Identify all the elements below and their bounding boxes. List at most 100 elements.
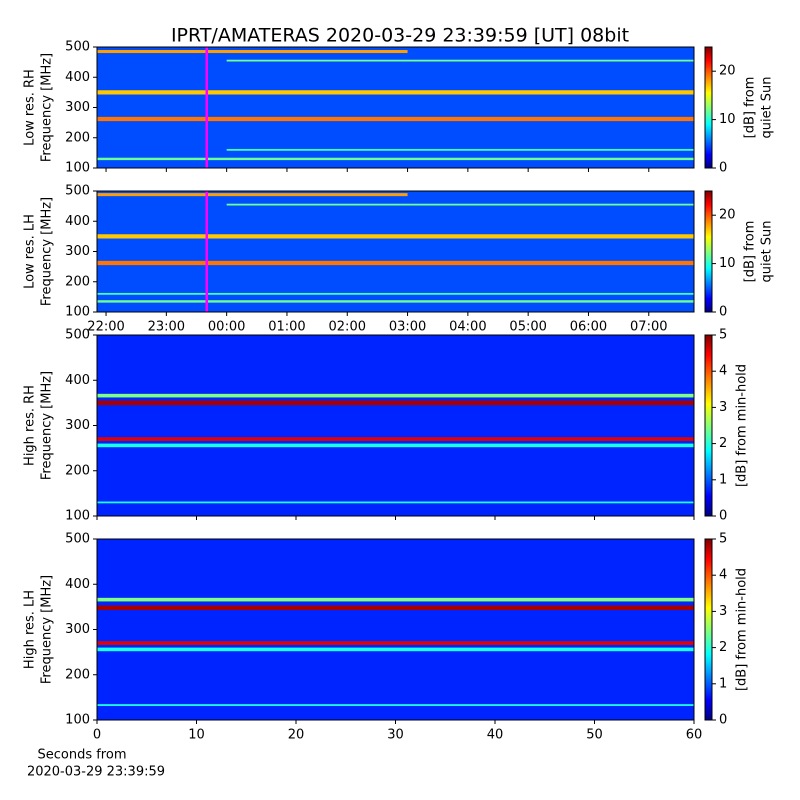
y-tick-label: 500: [65, 532, 90, 547]
colorbar: [704, 46, 713, 169]
band: [97, 393, 694, 398]
y-tick-label: 500: [65, 184, 90, 199]
y-axis-label: Frequency [MHz]: [40, 575, 55, 684]
y-tick-label: 200: [65, 667, 90, 682]
band: [97, 90, 694, 95]
chart-title: IPRT/AMATERAS 2020-03-29 23:39:59 [UT] 0…: [171, 25, 629, 47]
y-tick-label: 400: [65, 373, 90, 388]
colorbar-tick-label: 1: [719, 472, 727, 487]
x-tick-label: 0: [93, 728, 101, 743]
colorbar-label: [dB] from: [743, 77, 758, 139]
band: [226, 59, 694, 62]
x-tick-label: 01:00: [268, 320, 305, 335]
y-tick-label: 400: [65, 70, 90, 85]
y-tick-label: 200: [65, 130, 90, 145]
x-tick-label: 02:00: [329, 320, 366, 335]
y-tick-label: 200: [65, 274, 90, 289]
colorbar-tick-label: 0: [719, 305, 727, 320]
band: [97, 50, 408, 54]
x-tick-label: 05:00: [509, 320, 546, 335]
x-tick-label: 10: [188, 728, 205, 743]
band: [97, 157, 694, 161]
colorbar-tick-label: 5: [719, 532, 727, 547]
x-tick-label: 06:00: [570, 320, 607, 335]
band: [97, 234, 694, 239]
colorbar-tick-label: 3: [719, 604, 727, 619]
y-axis-label: Low res. RH: [23, 69, 38, 146]
x-tick-label: 23:00: [148, 320, 185, 335]
y-tick-label: 300: [65, 622, 90, 637]
colorbar-tick-label: 5: [719, 328, 727, 343]
y-tick-label: 300: [65, 244, 90, 259]
y-tick-label: 100: [65, 305, 90, 320]
colorbar-tick-label: 20: [719, 64, 736, 79]
x-tick-label: 07:00: [630, 320, 667, 335]
background: [97, 191, 694, 312]
colorbar-tick-label: 4: [719, 568, 727, 583]
colorbar: [704, 334, 713, 517]
band: [97, 260, 694, 266]
x-tick-label: 60: [686, 728, 703, 743]
band: [97, 641, 694, 645]
colorbar-tick-label: 20: [719, 208, 736, 223]
x-tick-label: 22:00: [87, 320, 124, 335]
colorbar-tick-label: 3: [719, 400, 727, 415]
colorbar-tick-label: 0: [719, 161, 727, 176]
x-tick-label: 20: [288, 728, 305, 743]
y-tick-label: 400: [65, 577, 90, 592]
band: [97, 193, 408, 197]
colorbar: [704, 190, 713, 313]
band: [97, 597, 694, 602]
colorbar-label: [dB] from min-hold: [735, 568, 750, 691]
x-tick-label: 30: [387, 728, 404, 743]
y-tick-label: 500: [65, 328, 90, 343]
band: [97, 605, 694, 611]
background: [97, 47, 694, 168]
y-tick-label: 200: [65, 463, 90, 478]
colorbar-tick-label: 0: [719, 713, 727, 728]
y-tick-label: 100: [65, 713, 90, 728]
colorbar-tick-label: 0: [719, 509, 727, 524]
y-axis-label: High res. LH: [23, 590, 38, 669]
y-tick-label: 300: [65, 418, 90, 433]
band: [97, 437, 694, 441]
colorbar-tick-label: 10: [719, 112, 736, 127]
y-axis-label: Frequency [MHz]: [40, 197, 55, 306]
x-tick-label: 04:00: [449, 320, 486, 335]
colorbar-tick-label: 1: [719, 676, 727, 691]
x-tick-label: 03:00: [389, 320, 426, 335]
x-tick-label: 50: [586, 728, 603, 743]
band: [97, 647, 694, 652]
colorbar-tick-label: 4: [719, 364, 727, 379]
y-axis-label: Frequency [MHz]: [40, 371, 55, 480]
colorbar-label: [dB] from: [743, 221, 758, 283]
background: [97, 335, 694, 516]
band: [226, 203, 694, 206]
band: [97, 501, 694, 504]
colorbar: [704, 538, 713, 721]
y-tick-label: 400: [65, 214, 90, 229]
colorbar-tick-label: 2: [719, 436, 727, 451]
y-tick-label: 300: [65, 100, 90, 115]
x-axis-label: Seconds from: [37, 748, 126, 763]
band: [97, 292, 694, 295]
y-tick-label: 500: [65, 40, 90, 55]
x-tick-label: 00:00: [208, 320, 245, 335]
colorbar-tick-label: 2: [719, 640, 727, 655]
colorbar-label: quiet Sun: [760, 220, 775, 282]
background: [97, 539, 694, 720]
colorbar-label: [dB] from min-hold: [735, 364, 750, 487]
x-tick-label: 40: [487, 728, 504, 743]
band: [97, 300, 694, 303]
band: [226, 148, 694, 151]
band: [97, 443, 694, 448]
y-axis-label: Low res. LH: [23, 214, 38, 289]
colorbar-tick-label: 10: [719, 256, 736, 271]
y-tick-label: 100: [65, 509, 90, 524]
band: [97, 116, 694, 122]
y-tick-label: 100: [65, 161, 90, 176]
x-axis-label: 2020-03-29 23:39:59: [27, 765, 165, 780]
y-axis-label: High res. RH: [23, 385, 38, 466]
band: [97, 400, 694, 406]
